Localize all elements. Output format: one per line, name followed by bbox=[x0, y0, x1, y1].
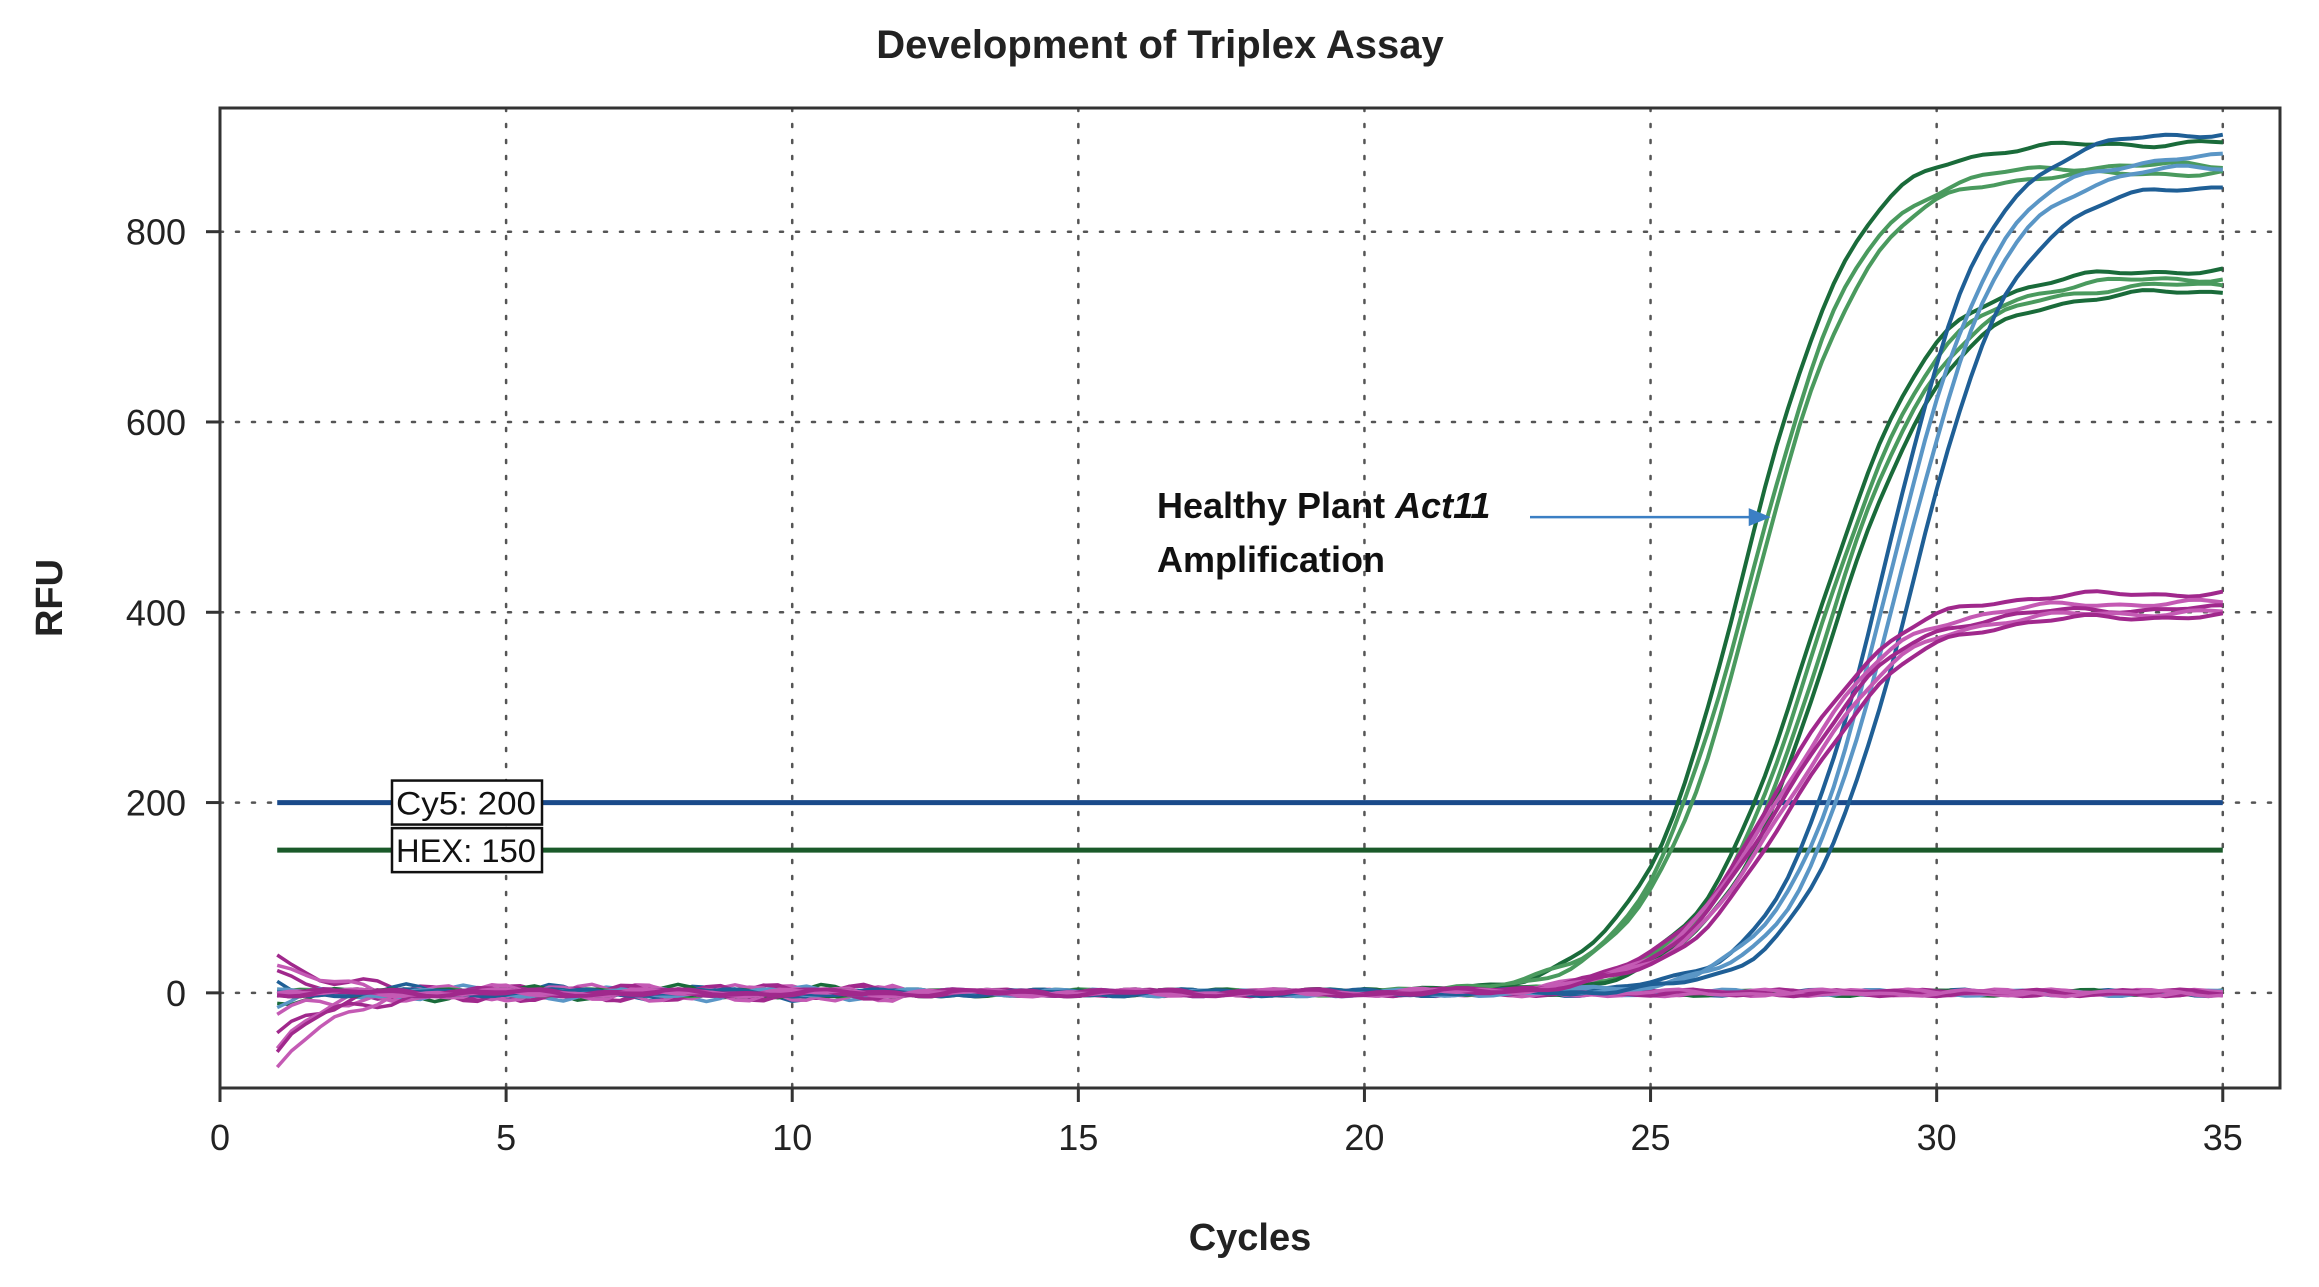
y-tick-label-800: 800 bbox=[126, 212, 186, 253]
threshold-label-cy5: Cy5: 200 bbox=[396, 786, 536, 822]
annotation-line-1: Healthy Plant Act11 bbox=[1157, 485, 1490, 526]
threshold-label-box-cy5 bbox=[390, 779, 544, 826]
threshold-labels: Cy5: 200 HEX: 150 bbox=[390, 779, 544, 874]
annotation-line-2: Amplification bbox=[1157, 539, 1385, 580]
x-tick-label-5: 5 bbox=[496, 1117, 516, 1158]
annotation-arrowhead bbox=[1748, 508, 1771, 527]
threshold-label-box-hex bbox=[390, 826, 544, 874]
threshold-label-hex: HEX: 150 bbox=[396, 833, 536, 869]
y-tick-label-0: 0 bbox=[166, 973, 186, 1014]
axis-ticks: 0 5 10 15 20 25 30 35 0 200 400 600 800 bbox=[126, 212, 2243, 1158]
x-tick-label-0: 0 bbox=[210, 1117, 230, 1158]
y-tick-label-400: 400 bbox=[126, 592, 186, 633]
series-magenta-5 bbox=[277, 611, 2224, 999]
x-tick-label-15: 15 bbox=[1058, 1117, 1098, 1158]
y-axis-label: RFU bbox=[29, 559, 71, 637]
plot-frame bbox=[218, 106, 2282, 1090]
data-series bbox=[275, 132, 2224, 1069]
x-tick-label-10: 10 bbox=[772, 1117, 812, 1158]
y-tick-label-600: 600 bbox=[126, 402, 186, 443]
grid-lines bbox=[218, 106, 2282, 1090]
chart-title: Development of Triplex Assay bbox=[876, 23, 1444, 67]
x-tick-label-20: 20 bbox=[1344, 1117, 1384, 1158]
y-tick-label-200: 200 bbox=[126, 783, 186, 824]
annotation: Healthy Plant Act11 Amplification bbox=[1157, 485, 1771, 580]
x-tick-label-35: 35 bbox=[2203, 1117, 2243, 1158]
x-axis-label: Cycles bbox=[1189, 1217, 1312, 1259]
threshold-lines bbox=[277, 800, 2223, 853]
x-tick-label-25: 25 bbox=[1631, 1117, 1671, 1158]
x-tick-label-30: 30 bbox=[1917, 1117, 1957, 1158]
